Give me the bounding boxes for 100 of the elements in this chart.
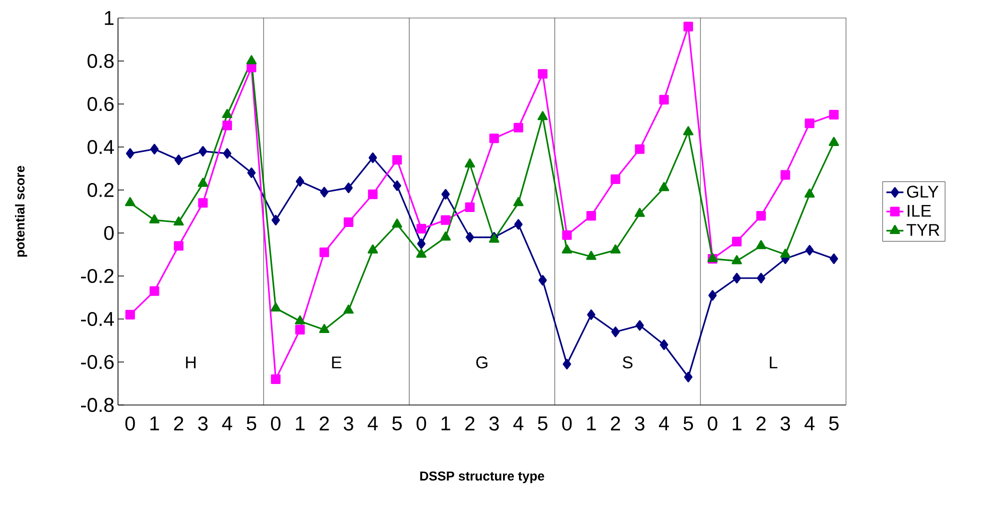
annotation: E xyxy=(332,356,342,368)
x-tick-label: 2 xyxy=(756,416,766,430)
point xyxy=(464,158,476,168)
point xyxy=(466,232,474,243)
point xyxy=(659,94,669,104)
point xyxy=(417,238,426,250)
point xyxy=(586,210,596,221)
x-tick-label: 1 xyxy=(732,416,742,430)
point xyxy=(586,250,596,260)
point xyxy=(636,320,644,331)
annotation: G xyxy=(476,356,488,368)
point xyxy=(440,231,451,241)
point xyxy=(392,180,402,191)
point xyxy=(830,253,838,264)
point xyxy=(683,126,694,136)
point xyxy=(296,176,304,187)
point xyxy=(368,152,377,164)
x-tick-label: 4 xyxy=(222,416,232,430)
legend-label: GLY xyxy=(907,186,938,198)
x-tick-label: 5 xyxy=(538,416,548,430)
point xyxy=(562,358,572,370)
x-tick-label: 4 xyxy=(658,416,669,430)
point xyxy=(149,214,160,224)
x-axis-title: DSSP structure type xyxy=(420,471,544,484)
y-tick-label: -0.2 xyxy=(81,268,114,284)
legend-label: ILE xyxy=(908,204,931,217)
point xyxy=(562,230,572,240)
point xyxy=(732,272,741,284)
point xyxy=(489,134,499,144)
point xyxy=(416,248,426,258)
point xyxy=(198,178,208,187)
point xyxy=(344,182,353,194)
point xyxy=(247,167,256,178)
y-tick-label: 0.2 xyxy=(88,182,114,198)
point xyxy=(125,310,135,320)
point xyxy=(538,274,547,286)
point xyxy=(514,122,524,132)
point xyxy=(732,255,742,264)
point xyxy=(174,241,184,251)
point xyxy=(634,144,645,154)
point xyxy=(732,236,742,246)
x-tick-label: 5 xyxy=(392,416,402,430)
x-tick-label: 5 xyxy=(684,416,693,430)
point xyxy=(294,315,306,324)
point xyxy=(150,286,160,296)
x-tick-label: 3 xyxy=(198,416,208,431)
point xyxy=(756,240,766,250)
point xyxy=(343,304,354,314)
x-tick-label: 4 xyxy=(513,416,524,430)
x-tick-label: 0 xyxy=(708,416,718,431)
point xyxy=(828,136,840,146)
point xyxy=(756,272,766,284)
point xyxy=(611,326,620,338)
point xyxy=(198,198,208,208)
point xyxy=(295,324,305,335)
point xyxy=(223,148,232,159)
x-tick-label: 3 xyxy=(489,416,499,431)
y-tick-label: 1 xyxy=(104,11,114,25)
point xyxy=(392,218,402,228)
point xyxy=(804,188,815,198)
x-tick-label: 5 xyxy=(829,416,839,430)
point xyxy=(780,248,790,258)
x-tick-label: 4 xyxy=(368,416,378,430)
point xyxy=(222,120,232,130)
x-tick-label: 2 xyxy=(174,416,184,430)
x-tick-label: 2 xyxy=(610,416,620,430)
point xyxy=(416,224,426,234)
point xyxy=(125,197,136,206)
point xyxy=(514,219,523,230)
y-tick-label: -0.8 xyxy=(81,398,114,412)
point xyxy=(756,210,766,221)
annotation: H xyxy=(186,356,196,368)
annotation: L xyxy=(770,356,778,368)
point xyxy=(634,208,645,217)
point xyxy=(270,302,281,312)
point xyxy=(610,244,621,254)
point xyxy=(684,372,692,382)
x-tick-label: 2 xyxy=(320,416,329,430)
legend-label: TYR xyxy=(906,224,940,236)
point xyxy=(441,188,450,200)
y-tick-label: 0.6 xyxy=(88,96,114,112)
point xyxy=(272,214,280,226)
point xyxy=(392,155,402,165)
point xyxy=(708,290,717,301)
point xyxy=(126,148,134,159)
point xyxy=(805,244,814,256)
point xyxy=(270,374,281,384)
annotation: S xyxy=(622,356,632,368)
x-tick-label: 3 xyxy=(634,416,644,431)
point xyxy=(610,174,620,184)
point xyxy=(587,309,596,320)
x-tick-label: 1 xyxy=(442,416,450,430)
point xyxy=(368,189,378,200)
y-tick-label: 0.8 xyxy=(88,54,114,68)
x-tick-label: 0 xyxy=(125,416,135,431)
x-tick-label: 4 xyxy=(804,416,815,430)
point xyxy=(683,22,694,32)
y-axis-title: potential score xyxy=(15,166,28,257)
x-tick-label: 1 xyxy=(587,416,596,430)
point xyxy=(320,186,328,198)
